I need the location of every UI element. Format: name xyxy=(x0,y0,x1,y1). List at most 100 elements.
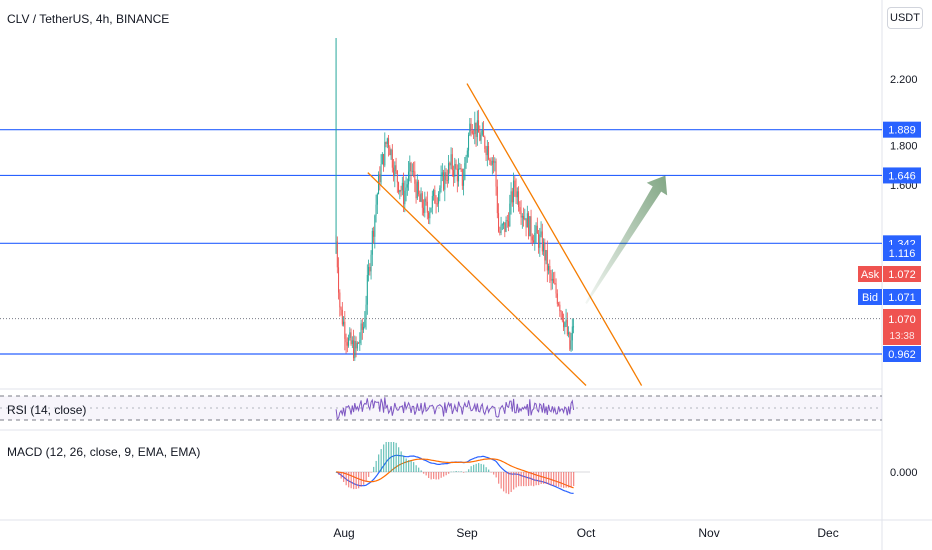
candle-body xyxy=(369,266,371,272)
macd-histogram-bar xyxy=(348,472,350,488)
candle-body xyxy=(490,161,492,165)
candle-body xyxy=(561,311,563,321)
candle-body xyxy=(340,307,342,310)
candle-body xyxy=(558,303,560,305)
ask-label-badge xyxy=(858,266,882,282)
ask-value-badge-text: 1.072 xyxy=(888,269,916,281)
macd-label: MACD (12, 26, close, 9, EMA, EMA) xyxy=(7,445,201,459)
candle-body xyxy=(535,225,537,234)
candle-body xyxy=(433,190,435,196)
macd-histogram-bar xyxy=(350,472,352,489)
projection-arrow[interactable] xyxy=(585,175,668,304)
macd-histogram-bar xyxy=(345,472,347,486)
candle-body xyxy=(486,146,488,156)
macd-histogram-bar xyxy=(390,442,392,472)
candle-body xyxy=(366,274,368,305)
candle-body xyxy=(395,165,397,171)
macd-histogram-bar xyxy=(485,467,487,472)
level-badge-text: 1.646 xyxy=(888,170,916,182)
symbol-title: CLV / TetherUS, 4h, BINANCE xyxy=(7,12,170,26)
candle-body xyxy=(559,304,561,312)
macd-histogram-bar xyxy=(373,466,375,472)
trendline[interactable] xyxy=(367,172,587,386)
candle-body xyxy=(428,212,430,219)
macd-histogram-bar xyxy=(353,472,355,490)
macd-histogram-bar xyxy=(568,472,570,488)
candle-body xyxy=(418,181,420,195)
macd-histogram-bar xyxy=(548,472,550,485)
rsi-line xyxy=(335,397,575,420)
candle-body xyxy=(455,163,457,169)
candle-body xyxy=(380,164,382,183)
candle-body xyxy=(364,319,366,327)
candle-body xyxy=(496,186,498,214)
candle-body xyxy=(345,338,347,343)
macd-histogram-bar xyxy=(570,472,572,488)
candle-body xyxy=(531,236,533,241)
candle-body xyxy=(346,342,348,346)
price-tick-label: 1.800 xyxy=(890,141,918,153)
level-badge xyxy=(883,167,921,184)
candle-body xyxy=(349,332,351,338)
macd-histogram-bar xyxy=(550,472,552,486)
macd-histogram-bar xyxy=(535,472,537,486)
macd-histogram-bar xyxy=(400,451,402,472)
trendline[interactable] xyxy=(466,83,643,386)
level-badge-text: 0.962 xyxy=(888,349,916,361)
candle-body xyxy=(544,242,546,261)
macd-tick-label: 0.000 xyxy=(890,467,918,479)
candle-body xyxy=(458,168,460,182)
signal-line xyxy=(336,458,574,489)
macd-histogram-bar xyxy=(470,466,472,472)
candle-body xyxy=(363,326,365,330)
macd-histogram-bar xyxy=(408,460,410,472)
macd-histogram-bar xyxy=(415,465,417,472)
macd-histogram-bar xyxy=(423,472,425,474)
candle-body xyxy=(471,131,473,134)
macd-histogram-bar xyxy=(358,472,360,489)
candle-body xyxy=(341,309,343,325)
level-badge xyxy=(883,245,921,261)
candle-body xyxy=(401,182,403,191)
macd-histogram-bar xyxy=(458,471,460,472)
currency-button[interactable]: USDT xyxy=(887,7,923,29)
macd-histogram-bar xyxy=(460,471,462,472)
ask-value-badge xyxy=(883,266,921,282)
macd-histogram-bar xyxy=(558,472,560,487)
bid-label-badge xyxy=(858,289,882,305)
candle-body xyxy=(534,233,536,243)
candle-body xyxy=(375,204,377,216)
candle-body xyxy=(385,142,387,144)
macd-histogram-bar xyxy=(478,463,480,472)
time-axis-label: Oct xyxy=(577,526,596,540)
candle-body xyxy=(436,203,438,205)
macd-histogram-bar xyxy=(440,472,442,478)
candle-body xyxy=(476,120,478,137)
macd-histogram-bar xyxy=(395,442,397,472)
macd-histogram-bar xyxy=(343,472,345,482)
candle-body xyxy=(560,311,562,312)
candle-body xyxy=(514,180,516,188)
macd-histogram-bar xyxy=(435,472,437,480)
bid-value-badge xyxy=(883,289,921,305)
candle-body xyxy=(351,340,353,344)
macd-histogram-bar xyxy=(563,472,565,488)
candle-body xyxy=(543,242,545,252)
candle-body xyxy=(479,132,481,141)
time-axis-label: Aug xyxy=(333,526,354,540)
candle-body xyxy=(343,321,345,325)
candle-body xyxy=(339,292,341,308)
candle-body xyxy=(381,154,383,165)
candle-body xyxy=(378,174,380,195)
level-badge-text: 1.116 xyxy=(889,248,916,260)
candle-body xyxy=(365,304,367,320)
candle-body xyxy=(466,150,468,157)
candle-body xyxy=(526,213,528,228)
rsi-band xyxy=(0,396,882,420)
candle-body xyxy=(408,171,410,185)
candle-body xyxy=(411,170,413,172)
candle-body xyxy=(513,180,515,203)
bid-value-badge-text: 1.071 xyxy=(888,292,916,304)
macd-histogram-bar xyxy=(540,472,542,484)
